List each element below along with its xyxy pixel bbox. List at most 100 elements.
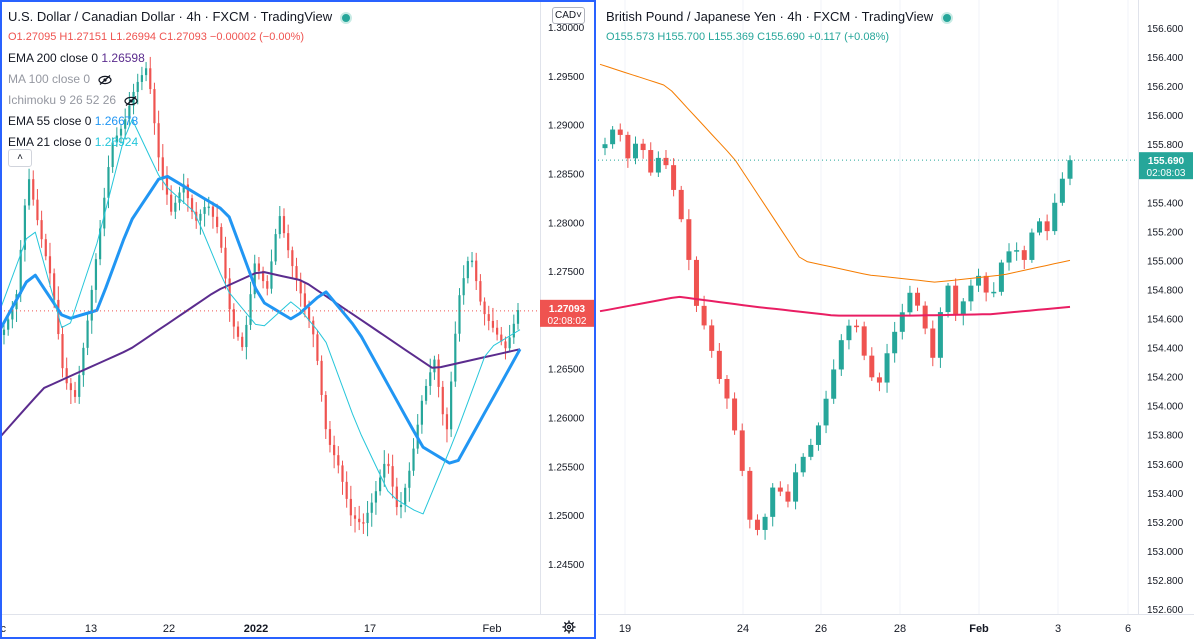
indicator-label: EMA 21 close 0 [8,135,92,149]
y-tick-label: 153.400 [1147,489,1184,500]
y-tick-label: 153.000 [1147,547,1184,558]
gbpjpy-candle-body [998,262,1004,292]
x-tick-label: 24 [737,623,749,635]
gbpjpy-candle-body [991,291,997,294]
usdcad-candle-body [295,266,298,280]
indicator-value: 1.26678 [94,114,139,128]
y-tick-label: 153.800 [1147,431,1184,442]
usdcad-candle-body [395,486,398,508]
gbpjpy-candle-body [793,472,799,502]
settings-gear-icon[interactable] [562,620,576,634]
usdcad-candle-body [220,227,223,248]
gbpjpy-chart-svg[interactable]: 156.600 156.400 156.200 156.000 155.800 155.6… [598,0,1194,642]
usdcad-candle-body [341,465,344,482]
indicator-ema200[interactable]: EMA 200 close 0 1.26598 [8,48,352,69]
usdcad-candle-body [44,239,47,257]
usdcad-candle-body [128,105,131,120]
usdcad-candle-body [241,336,244,348]
usdcad-candle-body [349,498,352,516]
y-tick-label: 152.800 [1147,576,1184,587]
usdcad-candle-body [178,192,181,203]
currency-dropdown[interactable]: CAD˅ [552,7,585,24]
usdcad-candle-body [458,295,461,334]
y-tick-label: 1.24500 [548,560,585,571]
indicator-ichimoku[interactable]: Ichimoku 9 26 52 26 [8,90,352,111]
x-tick-label: 19 [619,623,631,635]
y-tick-label: 155.400 [1147,198,1184,209]
gbpjpy-candle-body [861,326,867,356]
y-tick-label: 1.30000 [548,23,585,34]
gbpjpy-candle-body [617,129,623,135]
usdcad-candle-body [320,360,323,396]
usdcad-candle-body [370,502,373,513]
usdcad-chart-svg[interactable]: 1.30000 1.29500 1.29000 1.28500 1.28000 1.275… [0,0,598,642]
usdcad-candle-body [337,455,340,466]
gbpjpy-candle-body [762,516,768,530]
indicator-ema55[interactable]: EMA 55 close 0 1.26678 [8,111,352,132]
y-tick-label: 1.28500 [548,169,585,180]
usdcad-chart-pane[interactable]: 1.30000 1.29500 1.29000 1.28500 1.28000 1.275… [0,0,598,642]
hidden-eye-icon[interactable] [124,95,138,106]
y-tick-label: 156.400 [1147,53,1184,64]
gbpjpy-candle-body [770,487,776,517]
usdcad-candle-body [7,319,10,330]
last-price-value: 1.27093 [549,304,586,315]
usdcad-candle-body [249,294,252,325]
series-line-ema55 [0,174,522,465]
gbpjpy-candle-body [968,285,974,302]
indicator-value: 1.26924 [94,135,139,149]
hidden-eye-icon[interactable] [98,74,112,85]
usdcad-candle-body [483,301,486,315]
usdcad-candle-body [345,481,348,499]
usdcad-candle-body [424,385,428,401]
gbpjpy-candle-body [686,219,692,260]
gbpjpy-candle-body [808,444,814,457]
gbpjpy-candle-body [930,328,936,358]
y-tick-label: 156.200 [1147,82,1184,93]
usdcad-candle-body [366,512,369,524]
last-price-value: 155.690 [1148,156,1185,167]
usdcad-candle-body [144,68,148,76]
gbpjpy-candle-body [625,134,631,159]
usdcad-candle-body [500,334,503,342]
gbpjpy-chart-pane[interactable]: 156.600 156.400 156.200 156.000 155.800 155.6… [598,0,1194,642]
gbpjpy-candle-body [716,350,722,379]
usdcad-candle-body [32,179,35,200]
y-tick-label: 155.000 [1147,256,1184,267]
usdcad-candle-body [157,123,160,158]
usdcad-legend: U.S. Dollar / Canadian Dollar · 4h · FXC… [8,6,353,153]
gbpjpy-candle-body [945,285,951,313]
gbpjpy-candle-body [663,157,669,166]
market-open-icon [941,11,954,24]
usdcad-candle-body [23,205,26,250]
usdcad-candle-body [291,250,294,267]
collapse-legend-button[interactable]: ˄ [8,149,32,167]
usdcad-candle-body [86,320,89,348]
indicator-label: Ichimoku 9 26 52 26 [8,93,117,107]
usdcad-candle-body [420,400,423,425]
indicator-ma100[interactable]: MA 100 close 0 [8,69,352,90]
ohlc-open: O155.573 [606,31,655,43]
usdcad-candle-body [103,197,106,229]
gbpjpy-candle-body [1044,221,1050,232]
gbpjpy-candle-body [983,275,989,293]
usdcad-candle-body [61,334,64,369]
usdcad-candle-body [78,375,81,397]
usdcad-candle-body [82,347,85,376]
usdcad-candle-body [399,504,403,508]
indicator-ema21[interactable]: EMA 21 close 0 1.26924 [8,132,352,153]
indicator-label: EMA 200 close 0 [8,51,99,65]
gbpjpy-candle-body [823,398,829,426]
usdcad-candle-body [266,281,269,289]
usdcad-candle-body [487,314,490,321]
usdcad-candle-body [475,260,478,282]
usdcad-candle-body [278,216,281,235]
x-tick-label: 22 [163,623,175,635]
y-tick-label: 154.600 [1147,315,1184,326]
gbpjpy-candle-body [1029,232,1035,260]
usdcad-candle-body [119,128,123,136]
gbpjpy-candle-body [678,189,684,220]
usdcad-candle-body [307,307,311,321]
gbpjpy-legend: British Pound / Japanese Yen · 4h · FXCM… [606,6,954,48]
gbpjpy-candle-body [693,259,699,306]
